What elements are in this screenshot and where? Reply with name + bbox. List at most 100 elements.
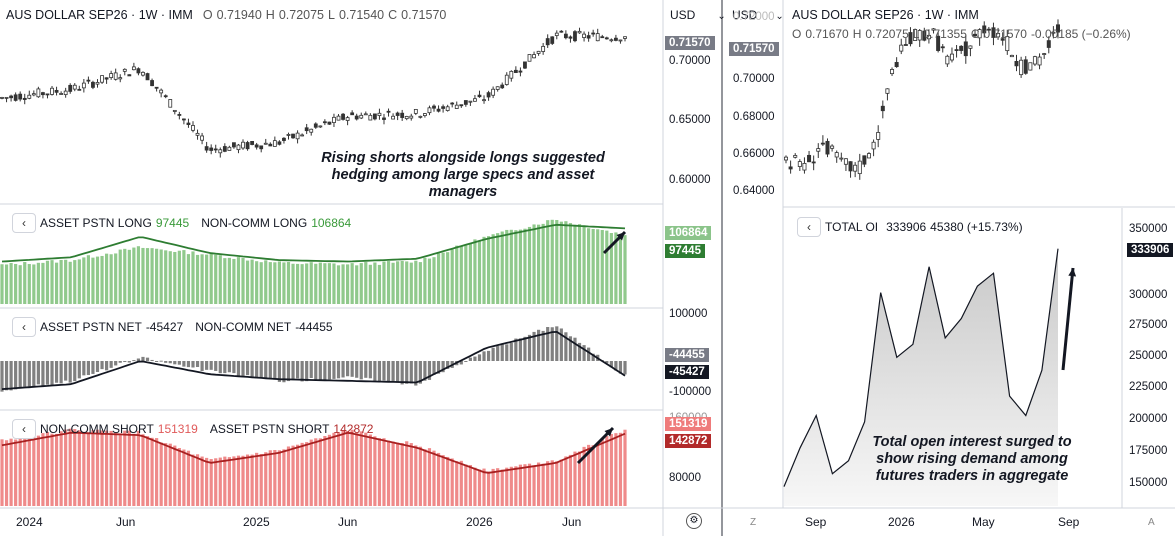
asset-pstn-net-bar (232, 361, 236, 374)
candle-body (127, 74, 132, 77)
non-comm-long-line (1, 223, 626, 263)
asset-pstn-net-bar (518, 338, 523, 361)
asset-pstn-long-bar (414, 260, 418, 304)
non-comm-short-bar (477, 469, 482, 506)
asset-pstn-net-bar (341, 361, 345, 378)
candle-body (77, 88, 82, 91)
right-candle-body (899, 44, 904, 52)
asset-pstn-net-bar (68, 361, 72, 383)
right-symbol-title: AUS DOLLAR SEP26 · 1W · IMM (792, 8, 979, 22)
asset-pstn-net-bar (441, 361, 445, 373)
candle-body (468, 100, 473, 103)
non-comm-short-bar (400, 443, 404, 506)
asset-pstn-long-bar (577, 224, 582, 304)
non-comm-short-bar (396, 442, 400, 506)
asset-pstn-long-bar (168, 251, 172, 304)
asset-pstn-long-bar (441, 252, 445, 304)
gear-icon[interactable]: ⚙ (686, 513, 702, 529)
non-comm-short-bar (168, 443, 172, 506)
candle-body (509, 70, 514, 79)
asset-pstn-long-bar (23, 262, 27, 304)
candle-body (450, 102, 455, 105)
asset-pstn-long-bar (150, 248, 154, 304)
asset-pstn-long-bar (418, 262, 422, 304)
net-value-1: -45427 (145, 320, 184, 334)
candle-body (277, 141, 282, 145)
asset-pstn-net-bar (127, 361, 131, 363)
non-comm-short-bar (500, 469, 504, 506)
asset-pstn-net-bar (264, 361, 268, 379)
right-candle-body (807, 154, 812, 163)
asset-pstn-long-bar (64, 259, 68, 304)
candle-body (272, 140, 277, 147)
right-candle-body (797, 161, 802, 167)
asset-pstn-long-bar (350, 263, 354, 304)
asset-pstn-net-bar (523, 336, 527, 361)
collapse-button[interactable]: ‹ (797, 217, 821, 237)
asset-pstn-net-bar (336, 361, 341, 379)
right-candle-body (973, 33, 978, 37)
candle-body (332, 116, 336, 123)
right-price-tick-5: 0.64000 (733, 185, 775, 197)
asset-pstn-net-bar (468, 357, 472, 361)
auto-scale-label[interactable]: A (1148, 517, 1155, 528)
net-label-2: NON-COMM NET (195, 320, 292, 334)
asset-pstn-net-bar (132, 360, 136, 362)
zoom-z-label[interactable]: Z (750, 517, 757, 528)
right-time-tick-1: Sep (805, 515, 827, 529)
time-tick-2: Jun (116, 515, 136, 529)
right-currency-select[interactable]: USD ⌄ (732, 8, 784, 22)
right-candle-body (940, 46, 945, 49)
asset-pstn-net-bar (0, 361, 4, 392)
net-badge-1: -44455 (665, 348, 709, 362)
currency-select[interactable]: USD ⌄ (670, 8, 726, 22)
asset-pstn-long-bar (496, 233, 500, 304)
asset-pstn-long-bar (623, 235, 627, 304)
asset-pstn-long-bar (373, 262, 377, 304)
asset-pstn-net-bar (623, 361, 627, 375)
asset-pstn-net-bar (309, 361, 313, 378)
asset-pstn-long-bar (0, 264, 4, 304)
collapse-button[interactable]: ‹ (12, 317, 36, 337)
asset-pstn-long-bar (427, 258, 432, 304)
candle-body (59, 93, 64, 95)
candle-body (209, 147, 214, 151)
open-value: 0.71670 (805, 27, 849, 41)
candle-body (545, 38, 550, 46)
candle-body (568, 36, 573, 39)
asset-pstn-long-bar (336, 265, 341, 304)
asset-pstn-long-bar (559, 221, 563, 304)
asset-pstn-long-bar (436, 253, 441, 304)
asset-pstn-net-bar (27, 361, 31, 389)
non-comm-short-bar (596, 442, 600, 506)
time-tick-3: 2025 (243, 515, 270, 529)
candle-body (54, 89, 59, 93)
open-label: O (792, 27, 802, 41)
right-candle-body (926, 34, 931, 40)
candle-body (604, 37, 609, 40)
asset-pstn-net-bar (568, 336, 573, 361)
non-comm-short-bar (118, 433, 122, 506)
candle-body (591, 32, 596, 35)
right-candle-body (1028, 62, 1033, 71)
non-comm-short-bar (591, 445, 595, 506)
asset-pstn-net-bar (295, 361, 300, 379)
oi-arrow-head (1068, 268, 1077, 277)
non-comm-short-bar (104, 430, 109, 506)
asset-pstn-net-bar (104, 361, 109, 371)
oi-change: 45380 (+15.73%) (930, 220, 1023, 234)
asset-pstn-net-bar (436, 361, 441, 374)
non-comm-short-bar (368, 434, 372, 506)
non-comm-short-bar (177, 448, 181, 506)
right-candle-body (908, 32, 913, 45)
candle-body (263, 142, 268, 145)
collapse-button[interactable]: ‹ (12, 419, 36, 439)
chevron-down-icon: ⌄ (717, 11, 726, 22)
high-value: 0.72075 (865, 27, 909, 41)
asset-pstn-net-bar (282, 361, 286, 383)
oi-tick-8: 175000 (1129, 445, 1168, 457)
asset-pstn-net-bar (386, 361, 391, 382)
right-candle-body (880, 105, 885, 112)
collapse-button[interactable]: ‹ (12, 213, 36, 233)
high-value: 0.72075 (278, 8, 324, 22)
